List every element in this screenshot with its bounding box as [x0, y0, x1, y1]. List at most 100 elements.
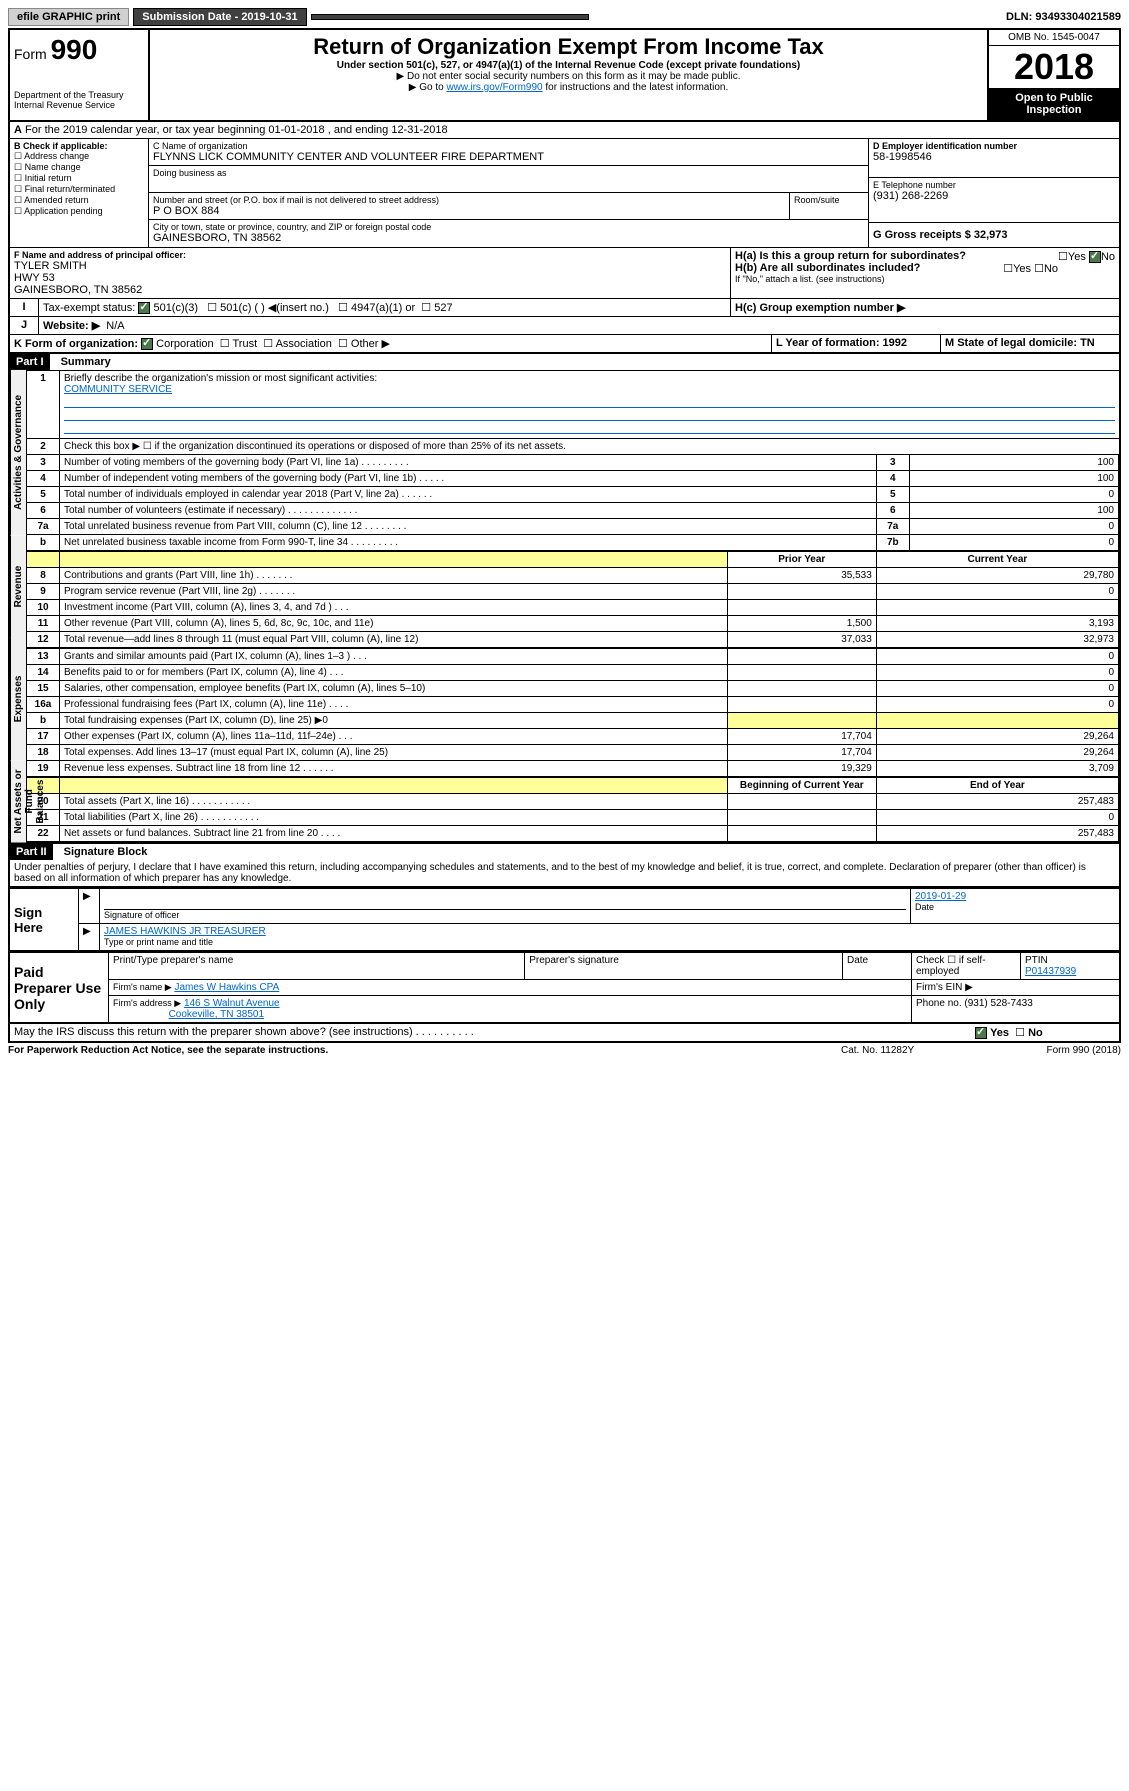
val-3: 100 [909, 455, 1118, 471]
box-j-label: Website: ▶ [43, 320, 100, 332]
sign-here-label: Sign Here [9, 889, 79, 952]
curr-8: 29,780 [876, 568, 1118, 584]
signer-name: JAMES HAWKINS JR TREASURER [104, 926, 266, 937]
form-ref: Form 990 (2018) [1001, 1045, 1121, 1056]
part2-title: Signature Block [56, 846, 148, 858]
subtitle-1: Under section 501(c), 527, or 4947(a)(1)… [154, 60, 983, 71]
chk-trust[interactable]: Trust [233, 338, 258, 350]
chk-application-pending[interactable]: ☐ Application pending [14, 206, 144, 217]
curr-11: 3,193 [876, 616, 1118, 632]
chk-amended[interactable]: ☐ Amended return [14, 195, 144, 206]
side-expenses: Expenses [10, 637, 26, 760]
h-b-note: If "No," attach a list. (see instruction… [735, 274, 1115, 284]
mission-text: COMMUNITY SERVICE [64, 384, 172, 395]
form990-link[interactable]: www.irs.gov/Form990 [446, 82, 542, 93]
submission-date-button[interactable]: Submission Date - 2019-10-31 [133, 8, 306, 26]
box-d-label: D Employer identification number [873, 141, 1115, 151]
chk-other[interactable]: Other ▶ [351, 338, 390, 350]
efile-button[interactable]: efile GRAPHIC print [8, 8, 129, 26]
val-6: 100 [909, 503, 1118, 519]
part2-header-row: Part II Signature Block [8, 844, 1121, 860]
firm-ein-label: Firm's EIN ▶ [912, 980, 1121, 996]
chk-discuss-no[interactable]: No [1028, 1027, 1043, 1039]
val-7a: 0 [909, 519, 1118, 535]
box-f-label: F Name and address of principal officer: [14, 250, 726, 260]
box-l: L Year of formation: 1992 [772, 335, 941, 352]
curr-17: 29,264 [876, 729, 1118, 745]
prior-8: 35,533 [727, 568, 876, 584]
firm-phone: Phone no. (931) 528-7433 [912, 996, 1121, 1024]
chk-discuss-yes[interactable] [975, 1027, 987, 1039]
chk-address-change[interactable]: ☐ Address change [14, 151, 144, 162]
curr-15: 0 [876, 681, 1118, 697]
officer-name: TYLER SMITH [14, 260, 726, 272]
subtitle-3: ▶ Go to www.irs.gov/Form990 for instruct… [154, 82, 983, 93]
self-employed-chk[interactable]: Check ☐ if self-employed [912, 953, 1021, 980]
box-b-header: B Check if applicable: [14, 141, 144, 151]
side-netassets: Net Assets or Fund Balances [10, 761, 26, 843]
discuss-row: May the IRS discuss this return with the… [8, 1024, 1121, 1043]
telephone: (931) 268-2269 [873, 190, 1115, 202]
chk-name-change[interactable]: ☐ Name change [14, 162, 144, 173]
entity-info-row: B Check if applicable: ☐ Address change … [8, 139, 1121, 248]
omb-number: OMB No. 1545-0047 [989, 30, 1119, 46]
curr-20: 257,483 [876, 794, 1118, 810]
chk-corporation[interactable] [141, 338, 153, 350]
chk-501c3[interactable] [138, 302, 150, 314]
paid-preparer-label: Paid Preparer Use Only [9, 953, 109, 1024]
h-b: H(b) Are all subordinates included? ☐Yes… [735, 262, 1115, 274]
part1-title: Summary [53, 356, 111, 368]
tax-status-row: I Tax-exempt status: 501(c)(3) ☐ 501(c) … [8, 299, 1121, 317]
curr-9: 0 [876, 584, 1118, 600]
gross-receipts: G Gross receipts $ 32,973 [873, 229, 1115, 241]
officer-addr1: HWY 53 [14, 272, 726, 284]
part1-badge: Part I [10, 354, 50, 370]
subtitle-2: ▶ Do not enter social security numbers o… [154, 71, 983, 82]
period-row: A For the 2019 calendar year, or tax yea… [8, 122, 1121, 139]
firm-name: James W Hawkins CPA [174, 982, 279, 993]
box-c-label: C Name of organization [153, 141, 864, 151]
declaration: Under penalties of perjury, I declare th… [8, 860, 1121, 888]
side-governance: Activities & Governance [10, 370, 26, 535]
sign-date: 2019-01-29 [915, 891, 966, 902]
firm-addr2: Cookeville, TN 38501 [169, 1009, 264, 1020]
summary-table: 1Briefly describe the organization's mis… [26, 370, 1119, 842]
chk-501c[interactable]: 501(c) ( ) ◀(insert no.) [220, 302, 329, 314]
prior-19: 19,329 [727, 761, 876, 778]
curr-16a: 0 [876, 697, 1118, 713]
form-number: Form 990 [14, 34, 144, 66]
dln-text: DLN: 93493304021589 [1006, 11, 1121, 23]
paid-preparer-table: Paid Preparer Use Only Print/Type prepar… [8, 952, 1121, 1024]
prior-17: 17,704 [727, 729, 876, 745]
box-k-label: K Form of organization: [14, 338, 138, 350]
open-public-badge: Open to PublicInspection [989, 88, 1119, 120]
org-form-row: K Form of organization: Corporation ☐ Tr… [8, 335, 1121, 354]
curr-18: 29,264 [876, 745, 1118, 761]
org-name: FLYNNS LICK COMMUNITY CENTER AND VOLUNTE… [153, 151, 864, 163]
chk-final-return[interactable]: ☐ Final return/terminated [14, 184, 144, 195]
chk-527[interactable]: 527 [434, 302, 452, 314]
val-5: 0 [909, 487, 1118, 503]
h-c: H(c) Group exemption number ▶ [731, 299, 1119, 316]
line2: Check this box ▶ ☐ if the organization d… [60, 439, 1119, 455]
ein: 58-1998546 [873, 151, 1115, 163]
pra-notice: For Paperwork Reduction Act Notice, see … [8, 1045, 841, 1056]
curr-13: 0 [876, 648, 1118, 665]
website-value: N/A [106, 320, 124, 332]
tax-year: 2018 [989, 46, 1119, 88]
sign-here-table: Sign Here ▶ Signature of officer 2019-01… [8, 888, 1121, 952]
bottom-footer: For Paperwork Reduction Act Notice, see … [8, 1043, 1121, 1058]
prior-12: 37,033 [727, 632, 876, 649]
side-revenue: Revenue [10, 535, 26, 637]
irs-label: Internal Revenue Service [14, 100, 144, 110]
org-city: GAINESBORO, TN 38562 [153, 232, 864, 244]
officer-group-row: F Name and address of principal officer:… [8, 248, 1121, 299]
website-row: J Website: ▶ N/A [8, 317, 1121, 335]
chk-4947[interactable]: 4947(a)(1) or [351, 302, 415, 314]
room-suite-label: Room/suite [789, 193, 868, 219]
summary-section: Activities & Governance Revenue Expenses… [8, 370, 1121, 844]
chk-association[interactable]: Association [276, 338, 332, 350]
ptin: P01437939 [1025, 966, 1076, 977]
cat-no: Cat. No. 11282Y [841, 1045, 1001, 1056]
chk-initial-return[interactable]: ☐ Initial return [14, 173, 144, 184]
